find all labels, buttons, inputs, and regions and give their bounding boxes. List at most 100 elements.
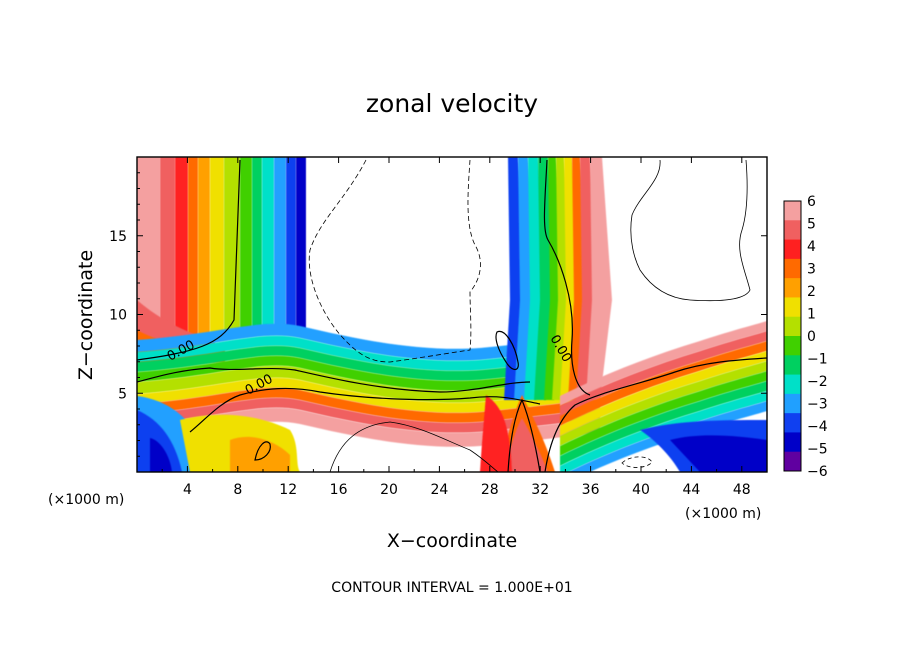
zero-contour-upper-band (137, 367, 531, 393)
colorbar-swatch (784, 316, 801, 337)
colorbar: 6 5 4 3 2 1 0 −1 −2 −3 −4 −5 −6 (783, 194, 828, 480)
left-jet-band (160, 157, 175, 338)
colorbar-tick-label: 1 (807, 307, 816, 323)
right-shear-band (560, 331, 767, 416)
shear-layer-band (137, 323, 600, 361)
zero-contour-right-arm (544, 357, 767, 472)
central-jet-band (586, 157, 612, 400)
colorbar-swatch (784, 336, 801, 356)
colorbar-tick-label: 3 (807, 262, 816, 278)
colorbar-swatch (784, 297, 801, 318)
y-tick-label: 5 (118, 386, 127, 402)
colorbar-swatch (784, 451, 801, 472)
dashed-contour-small (621, 456, 653, 468)
shear-layer-band (137, 387, 600, 423)
right-shear-band (560, 381, 767, 466)
y-axis-label: Z−coordinate (75, 250, 97, 380)
colorbar-tick-label: 4 (807, 239, 816, 255)
x-unit-right: (×1000 m) (685, 506, 761, 522)
shear-layer-band (137, 365, 600, 403)
colorbar-tick-label: −6 (807, 464, 828, 480)
right-shear-band (560, 351, 767, 436)
thin-contour-center-hill (329, 421, 499, 472)
x-tick-label: 20 (380, 482, 398, 498)
colorbar-swatch (784, 393, 801, 414)
colorbar-swatch (784, 432, 801, 453)
zero-contour-right-upper (543, 159, 591, 396)
x-tick: 16 (330, 157, 348, 498)
colorbar-swatch (784, 278, 801, 298)
left-jet-band (188, 157, 198, 338)
colorbar-tick-label: −5 (807, 442, 828, 458)
dashed-contour-center (308, 159, 481, 363)
x-tick: 36 (582, 157, 600, 498)
left-jet-band (252, 157, 262, 334)
x-tick-label: 12 (279, 482, 297, 498)
colorbar-tick-label: 5 (807, 217, 816, 233)
x-tick-label: 16 (330, 482, 348, 498)
y-axis-ticks: 5 10 15 (109, 172, 767, 457)
x-unit-left: (×1000 m) (48, 492, 124, 508)
x-tick-label: 8 (233, 482, 242, 498)
colorbar-swatch (784, 258, 801, 279)
x-tick: 8 (233, 157, 242, 498)
colorbar-tick-label: −1 (807, 352, 828, 368)
lower-left-yellow (230, 436, 290, 472)
right-shear-band (560, 361, 767, 446)
shear-layer-band (137, 355, 600, 391)
colorbar-frame (783, 200, 802, 472)
left-jet-band (240, 157, 252, 334)
y-tick: 15 (109, 229, 767, 245)
central-plume-left (480, 395, 512, 472)
contour-interval-note: CONTOUR INTERVAL = 1.000E+01 (331, 580, 572, 596)
x-tick-label: 32 (531, 482, 549, 498)
x-tick-label: 36 (582, 482, 600, 498)
y-tick-label: 10 (109, 308, 127, 324)
colorbar-tick-label: 6 (807, 194, 816, 210)
x-tick: 12 (279, 157, 297, 498)
contour-lines (137, 159, 767, 472)
y-tick: 10 (109, 308, 767, 324)
colorbar-tick-label: 0 (807, 329, 816, 345)
left-jet-band (286, 157, 296, 334)
colorbar-swatch (784, 201, 801, 221)
y-tick: 5 (118, 386, 767, 402)
y-tick-label: 15 (109, 229, 127, 245)
right-shear-band (560, 321, 767, 406)
lower-left-violet (150, 438, 172, 472)
colorbar-tick-label: −2 (807, 374, 828, 390)
colorbar-tick-label: −4 (807, 419, 828, 435)
left-jet-band (296, 157, 306, 334)
left-jet-band (224, 157, 240, 334)
x-tick: 28 (481, 157, 499, 498)
x-tick-label: 4 (183, 482, 192, 498)
x-tick: 48 (733, 157, 751, 498)
left-jet-band (262, 157, 274, 334)
x-axis-label: X−coordinate (387, 530, 517, 552)
colorbar-tick-label: −3 (807, 397, 828, 413)
right-lower-violet (670, 435, 767, 472)
velocity-field (137, 157, 767, 472)
zero-contour-lower-band (189, 387, 541, 433)
x-tick: 32 (531, 157, 549, 498)
colorbar-swatch (784, 374, 801, 395)
shear-layer-band (137, 377, 600, 413)
left-jet-band (137, 157, 160, 338)
thin-contour-right-upper (630, 159, 751, 302)
shear-layer-band (137, 345, 600, 381)
colorbar-tick-label: 2 (807, 284, 816, 300)
colorbar-swatch (784, 413, 801, 433)
x-axis-ticks: 4 8 12 16 20 24 28 32 36 40 44 48 (161, 157, 751, 498)
colorbar-swatch (784, 355, 801, 376)
x-tick-label: 24 (430, 482, 448, 498)
x-tick-label: 44 (682, 482, 700, 498)
colorbar-swatch (784, 239, 801, 260)
x-tick-label: 40 (632, 482, 650, 498)
x-tick: 24 (430, 157, 448, 498)
left-jet-band (274, 157, 286, 334)
x-tick: 40 (632, 157, 650, 498)
x-tick: 20 (380, 157, 398, 498)
lower-left-deep-blue (137, 410, 182, 472)
shear-layer-band (137, 335, 600, 371)
